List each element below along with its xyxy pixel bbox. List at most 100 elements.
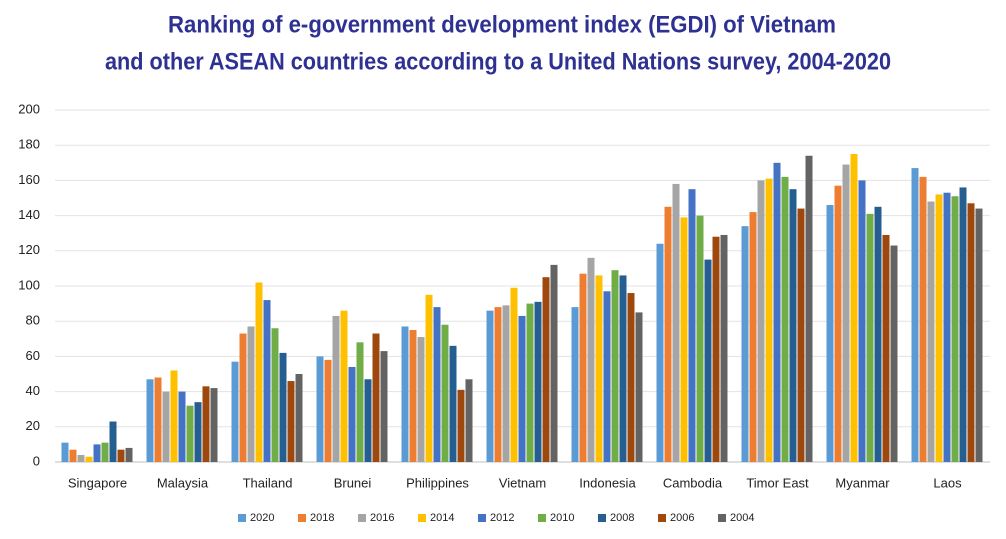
bar <box>316 356 324 462</box>
bar <box>154 377 162 462</box>
bar <box>959 187 967 462</box>
y-tick-label: 160 <box>18 172 40 187</box>
legend-label: 2006 <box>670 512 694 524</box>
legend-swatch <box>538 514 546 522</box>
bar <box>364 379 372 462</box>
bar <box>571 307 579 462</box>
bar <box>356 342 364 462</box>
x-tick-label: Thailand <box>243 475 293 490</box>
bar <box>927 201 935 462</box>
bar <box>890 245 898 462</box>
bar <box>263 300 271 462</box>
bar <box>502 305 510 462</box>
bar <box>858 180 866 462</box>
bar <box>773 162 781 463</box>
bar <box>874 206 882 462</box>
bar <box>550 264 558 462</box>
legend-label: 2018 <box>310 512 334 524</box>
legend-swatch <box>418 514 426 522</box>
bar <box>696 215 704 462</box>
legend-swatch <box>478 514 486 522</box>
bar <box>61 442 69 462</box>
bar <box>975 208 983 462</box>
bar <box>664 206 672 462</box>
y-tick-label: 0 <box>33 453 40 468</box>
bar <box>231 361 239 462</box>
bar <box>372 333 380 462</box>
bar <box>279 352 287 462</box>
bar <box>324 359 332 462</box>
bar <box>526 303 534 462</box>
y-tick-label: 180 <box>18 137 40 152</box>
bar <box>765 178 773 462</box>
bar <box>401 326 409 462</box>
bar <box>611 270 619 462</box>
bar <box>425 294 433 462</box>
legend-label: 2012 <box>490 512 514 524</box>
bar <box>332 315 340 462</box>
bar <box>109 421 117 462</box>
bar <box>656 243 664 462</box>
y-tick-label: 200 <box>18 101 40 116</box>
bar <box>712 236 720 462</box>
bar <box>704 259 712 462</box>
bar <box>146 379 154 462</box>
bar <box>635 312 643 462</box>
legend-swatch <box>718 514 726 522</box>
bar <box>720 234 728 462</box>
bar <box>951 196 959 463</box>
bar <box>797 208 805 462</box>
y-tick-label: 120 <box>18 242 40 257</box>
bar <box>239 333 247 462</box>
bar <box>409 330 417 462</box>
bar <box>518 315 526 462</box>
bar <box>510 287 518 462</box>
x-tick-label: Malaysia <box>157 475 209 490</box>
bar <box>85 456 93 462</box>
bar <box>882 234 890 462</box>
bar <box>672 183 680 463</box>
bar <box>194 402 202 462</box>
bar <box>93 444 101 462</box>
bar <box>935 194 943 463</box>
bar <box>911 168 919 462</box>
bar <box>842 164 850 462</box>
bar <box>919 176 927 462</box>
x-tick-label: Laos <box>933 475 962 490</box>
bar <box>834 185 842 462</box>
bar <box>749 212 757 462</box>
bar <box>805 155 813 462</box>
bar <box>271 328 279 462</box>
y-tick-label: 100 <box>18 277 40 292</box>
chart-title: and other ASEAN countries according to a… <box>105 48 891 75</box>
y-tick-label: 40 <box>26 383 40 398</box>
bar <box>534 301 542 462</box>
bar <box>449 345 457 462</box>
bar <box>757 180 765 462</box>
legend-label: 2020 <box>250 512 274 524</box>
x-tick-label: Vietnam <box>499 475 546 490</box>
bar <box>781 176 789 462</box>
x-tick-label: Cambodia <box>663 475 723 490</box>
legend-swatch <box>658 514 666 522</box>
y-tick-label: 80 <box>26 313 40 328</box>
bar <box>579 273 587 462</box>
bar <box>247 326 255 462</box>
bar <box>178 391 186 462</box>
bar <box>486 310 494 462</box>
bar <box>866 213 874 462</box>
y-tick-label: 140 <box>18 207 40 222</box>
bar <box>77 454 85 462</box>
bar <box>101 442 109 462</box>
bar <box>117 449 125 462</box>
legend-label: 2010 <box>550 512 574 524</box>
x-tick-label: Indonesia <box>579 475 636 490</box>
bar <box>943 192 951 462</box>
chart-title: Ranking of e-government development inde… <box>168 11 836 38</box>
x-tick-label: Timor East <box>746 475 809 490</box>
x-tick-label: Philippines <box>406 475 469 490</box>
bar <box>619 275 627 462</box>
bar <box>170 370 178 462</box>
bar <box>850 154 858 462</box>
